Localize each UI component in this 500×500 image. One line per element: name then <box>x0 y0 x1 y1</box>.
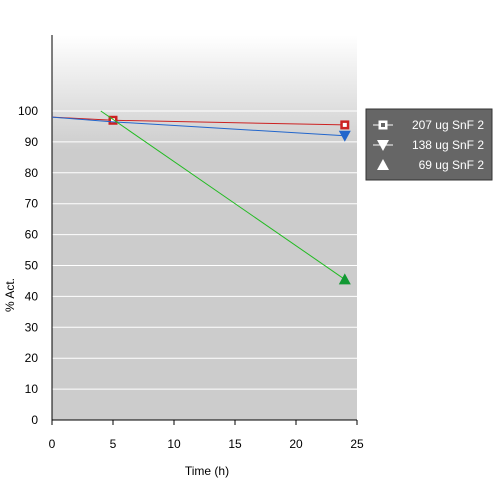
y-axis-label: % Act. <box>3 278 17 312</box>
x-tick-label: 10 <box>167 437 181 451</box>
y-tick-label: 60 <box>25 228 39 242</box>
x-tick-label: 15 <box>228 437 242 451</box>
data-point <box>338 130 351 142</box>
x-tick-label: 5 <box>110 437 117 451</box>
y-tick-label: 20 <box>25 351 39 365</box>
data-series <box>51 110 351 285</box>
y-axis-ticks: 0 10 20 30 40 50 60 70 80 90 100 <box>18 104 38 427</box>
y-tick-label: 0 <box>31 413 38 427</box>
x-tick-label: 25 <box>350 437 364 451</box>
series-line <box>51 116 345 137</box>
y-tick-label: 50 <box>25 259 39 273</box>
legend-marker <box>378 120 388 130</box>
data-point <box>340 120 350 130</box>
legend-label: 207 ug SnF 2 <box>412 118 484 132</box>
y-tick-label: 80 <box>25 166 39 180</box>
legend-label: 69 ug SnF 2 <box>419 158 485 172</box>
series-line <box>100 110 346 280</box>
legend-entry: 207 ug SnF 2 <box>373 118 484 132</box>
y-tick-label: 10 <box>25 382 39 396</box>
legend-entry: 69 ug SnF 2 <box>377 158 484 172</box>
y-tick-label: 90 <box>25 135 39 149</box>
y-tick-label: 100 <box>18 104 38 118</box>
legend-marker <box>377 159 389 170</box>
series-2 <box>51 116 351 142</box>
y-tick-label: 30 <box>25 320 39 334</box>
data-point <box>108 115 118 125</box>
legend-entry: 138 ug SnF 2 <box>373 138 484 152</box>
x-axis-label: Time (h) <box>185 464 229 478</box>
legend-marker <box>377 140 389 151</box>
series-3 <box>100 110 351 285</box>
legend-label: 138 ug SnF 2 <box>412 138 484 152</box>
series-1 <box>51 115 350 130</box>
x-tick-label: 20 <box>289 437 303 451</box>
axes <box>51 35 357 421</box>
legend: 207 ug SnF 2 138 ug SnF 2 69 ug SnF 2 <box>365 108 493 181</box>
gridlines <box>52 110 357 390</box>
y-tick-label: 70 <box>25 197 39 211</box>
plot-background <box>52 35 357 420</box>
data-point <box>338 273 351 285</box>
y-tick-label: 40 <box>25 289 39 303</box>
x-axis-ticks: 0 5 10 15 20 25 <box>49 420 364 451</box>
x-tick-label: 0 <box>49 437 56 451</box>
